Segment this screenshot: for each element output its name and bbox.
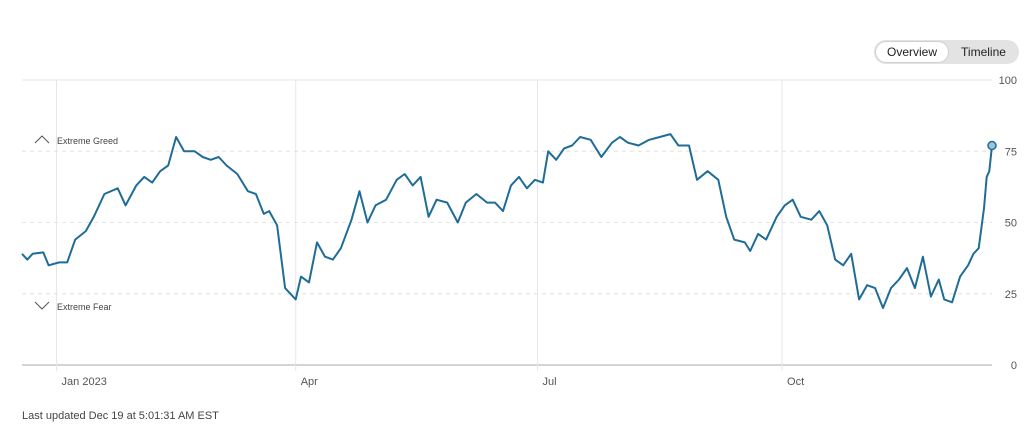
chart-grid <box>22 79 992 371</box>
x-tick-label: Apr <box>301 376 318 388</box>
x-axis: Jan 2023 Apr Jul Oct <box>62 376 805 388</box>
y-tick-label: 25 <box>1005 289 1017 301</box>
extreme-fear-label: Extreme Fear <box>57 302 112 312</box>
x-tick-label: Oct <box>787 376 804 388</box>
y-tick-label: 100 <box>999 75 1017 87</box>
fear-greed-timeline-chart: Jan 2023 Apr Jul Oct 0 25 50 75 100 Extreme Gre… <box>21 75 1017 388</box>
y-axis: 0 25 50 75 100 <box>999 75 1017 372</box>
toggle-timeline[interactable]: Timeline <box>961 45 1006 59</box>
view-toggle: Overview Timeline <box>874 40 1019 64</box>
sentiment-zones: Extreme Greed Extreme Fear <box>22 135 992 312</box>
series-line <box>21 133 993 309</box>
y-tick-label: 50 <box>1005 218 1017 230</box>
y-tick-label: 75 <box>1005 146 1017 158</box>
extreme-greed-label: Extreme Greed <box>57 136 118 146</box>
y-tick-label: 0 <box>1011 360 1017 372</box>
x-tick-label: Jul <box>543 376 557 388</box>
chevron-up-icon <box>34 135 50 144</box>
chevron-down-icon <box>34 301 50 310</box>
last-value-marker <box>987 140 997 151</box>
last-updated-text: Last updated Dec 19 at 5:01:31 AM EST <box>22 410 219 422</box>
x-tick-label: Jan 2023 <box>62 376 107 388</box>
toggle-overview[interactable]: Overview <box>876 42 948 62</box>
